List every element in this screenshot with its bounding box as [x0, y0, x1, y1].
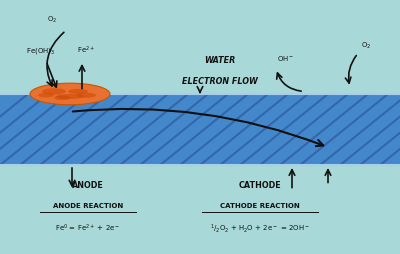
Text: ANODE REACTION: ANODE REACTION [53, 203, 123, 209]
Text: CATHODE REACTION: CATHODE REACTION [220, 203, 300, 209]
Text: CATHODE: CATHODE [239, 181, 281, 190]
Text: WATER: WATER [204, 56, 236, 66]
Text: O$_2$: O$_2$ [47, 15, 57, 25]
Bar [0, 94, 400, 165]
Text: ELECTRON FLOW: ELECTRON FLOW [182, 77, 258, 86]
Text: Fe$^0$ = Fe$^{2+}$ + 2e$^-$: Fe$^0$ = Fe$^{2+}$ + 2e$^-$ [55, 223, 121, 234]
Ellipse shape [42, 88, 66, 95]
Ellipse shape [56, 94, 84, 99]
Text: O$_2$: O$_2$ [361, 41, 371, 51]
Ellipse shape [76, 93, 96, 98]
Ellipse shape [54, 96, 70, 100]
Text: OH$^-$: OH$^-$ [277, 54, 295, 63]
Text: Fe$^{2+}$: Fe$^{2+}$ [77, 45, 95, 56]
Text: ANODE: ANODE [72, 181, 104, 190]
Ellipse shape [68, 89, 88, 94]
Ellipse shape [38, 93, 54, 98]
Text: $^1$/$_2$O$_2$ + H$_2$O + 2e$^-$ = 2OH$^-$: $^1$/$_2$O$_2$ + H$_2$O + 2e$^-$ = 2OH$^… [210, 222, 310, 235]
Text: Fe(OH)$_3$: Fe(OH)$_3$ [26, 46, 55, 56]
Ellipse shape [30, 83, 110, 105]
